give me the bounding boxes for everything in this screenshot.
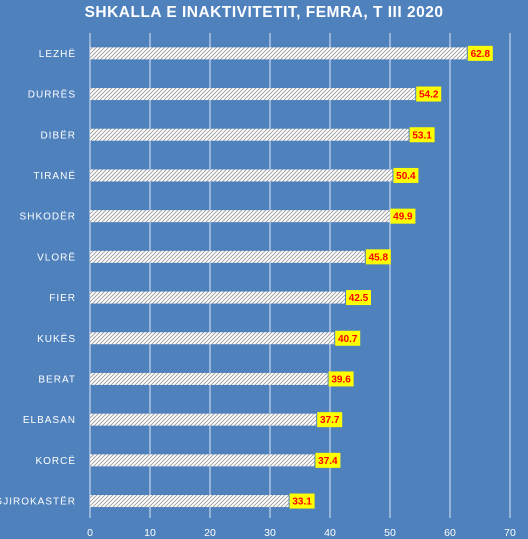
data-label-box xyxy=(393,167,419,183)
x-axis-ticks: 0 10 20 30 40 50 60 70 xyxy=(87,527,516,539)
data-label: 37.7 xyxy=(320,415,340,426)
data-label: 50.4 xyxy=(396,171,416,182)
category-label: BERAT xyxy=(38,374,76,385)
bar xyxy=(90,128,409,141)
bar xyxy=(90,47,467,60)
gridlines xyxy=(89,33,511,518)
bar xyxy=(90,332,335,345)
data-label-box xyxy=(346,290,371,306)
data-label: 33.1 xyxy=(292,497,312,508)
data-label: 53.1 xyxy=(412,130,432,141)
x-tick-label: 60 xyxy=(444,527,456,539)
data-label: 45.8 xyxy=(369,252,389,263)
data-labels: 62.8 54.2 53.1 50.4 49.9 45.8 42.5 40.7 39.6 37.7… xyxy=(289,45,493,509)
data-label-box xyxy=(390,208,416,224)
data-label-box xyxy=(317,412,343,428)
category-label: ELBASAN xyxy=(23,415,76,426)
bar xyxy=(90,413,317,426)
category-label: SHKODËR xyxy=(20,211,76,223)
category-label: KORCË xyxy=(35,455,76,467)
x-tick-label: 40 xyxy=(324,527,336,539)
x-tick-label: 30 xyxy=(264,527,276,539)
x-tick-label: 10 xyxy=(144,527,156,539)
x-tick-label: 20 xyxy=(204,527,216,539)
data-label-box xyxy=(335,330,361,346)
category-labels: LEZHË DURRËS DIBËR TIRANË SHKODËR VLORË FIER KU… xyxy=(0,48,76,508)
data-label-box xyxy=(315,452,341,468)
category-label: DURRËS xyxy=(28,89,76,101)
category-label: KUKËS xyxy=(37,333,76,345)
x-tick-label: 50 xyxy=(384,527,396,539)
bar xyxy=(90,210,390,223)
x-tick-label: 70 xyxy=(504,527,516,539)
bar xyxy=(90,291,345,304)
category-label: VLORË xyxy=(37,251,76,263)
bar xyxy=(90,454,315,467)
bar xyxy=(90,169,393,182)
data-label: 40.7 xyxy=(338,334,358,345)
bar xyxy=(90,372,328,385)
data-label: 37.4 xyxy=(318,456,338,467)
data-label-box xyxy=(467,45,493,61)
bar xyxy=(90,495,289,508)
data-label: 39.6 xyxy=(331,374,351,385)
data-label: 54.2 xyxy=(419,90,439,101)
data-label-box xyxy=(289,493,315,509)
data-label: 62.8 xyxy=(471,49,491,60)
bar xyxy=(90,250,365,263)
category-label: LEZHË xyxy=(39,48,76,60)
data-label-box xyxy=(365,249,391,265)
chart-title: SHKALLA E INAKTIVITETIT, FEMRA, T III 20… xyxy=(85,4,444,21)
category-label: FIER xyxy=(49,293,76,304)
data-label-box xyxy=(416,86,442,102)
x-tick-label: 0 xyxy=(87,527,93,539)
data-label-box xyxy=(409,127,435,143)
data-label: 42.5 xyxy=(349,293,369,304)
category-label: GJIROKASTËR xyxy=(0,496,76,508)
category-label: DIBËR xyxy=(40,129,76,141)
bar xyxy=(90,88,416,101)
data-label: 49.9 xyxy=(393,212,413,223)
bars xyxy=(90,47,467,508)
category-label: TIRANË xyxy=(33,170,76,182)
data-label-box xyxy=(328,371,354,387)
